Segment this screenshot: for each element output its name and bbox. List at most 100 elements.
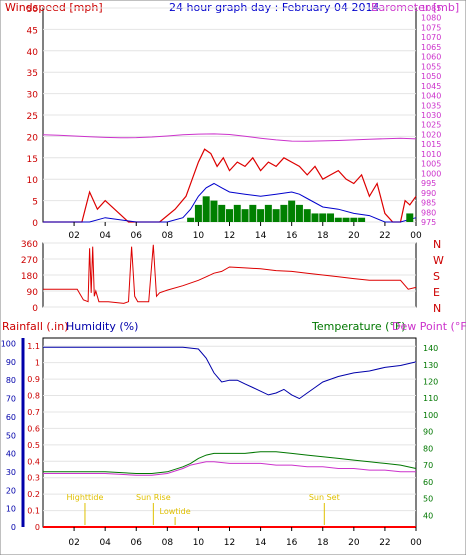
rainfall-tick-label: 0.7	[27, 408, 40, 417]
temperature-tick-label: 50	[423, 495, 433, 504]
humidity-line	[43, 346, 417, 400]
compass-label: S	[433, 270, 440, 283]
rainfall-tick-label: 1	[35, 359, 40, 368]
windspeed-tick-label: 45	[27, 26, 38, 36]
wind-bar	[249, 204, 257, 222]
temperature-tick-label: 70	[423, 461, 433, 470]
barometer-tick-label: 975	[421, 218, 436, 227]
wind-bar	[194, 204, 202, 222]
x-tick-label: 08	[162, 231, 174, 241]
x-tick-label: 20	[348, 538, 360, 548]
humidity-tick-label: 0	[11, 523, 16, 532]
humidity-tick-label: 80	[6, 376, 16, 385]
barometer-tick-label: 1025	[421, 121, 441, 130]
barometer-tick-label: 1080	[421, 14, 441, 23]
windspeed-tick-label: 40	[27, 48, 39, 58]
barometer-tick-label: 1085	[421, 4, 441, 13]
humidity-axis-label: Humidity (%)	[66, 320, 138, 333]
temperature-tick-label: 120	[423, 377, 438, 386]
x-tick-label: 10	[193, 231, 205, 241]
barometer-tick-label: 990	[421, 189, 436, 198]
wind-bar	[210, 200, 218, 222]
rainfall-tick-label: 0.6	[27, 424, 40, 433]
temperature-tick-label: 100	[423, 411, 438, 420]
barometer-tick-label: 1075	[421, 23, 441, 32]
wind-bar	[288, 200, 296, 222]
barometer-tick-label: 985	[421, 199, 436, 208]
wind-pressure-panel: Windspeed [mph] 24 hour graph day : Febr…	[5, 1, 459, 241]
x-tick-label: 14	[255, 538, 267, 548]
dewpoint-line	[43, 461, 416, 476]
windspeed-tick-label: 10	[27, 176, 39, 186]
temperature-line	[43, 451, 417, 474]
wind-bar	[264, 204, 272, 222]
x-tick-label: 00	[410, 231, 422, 241]
barometer-tick-label: 1060	[421, 53, 441, 62]
rainfall-tick-label: 0.8	[27, 392, 40, 401]
barometer-tick-label: 1045	[421, 82, 441, 91]
wind-bar	[272, 209, 280, 222]
humidity-tick-label: 20	[6, 486, 16, 495]
x-tick-label: 06	[131, 538, 143, 548]
barometer-tick-label: 1035	[421, 101, 441, 110]
wind-bar	[187, 217, 195, 222]
humidity-tick-label: 40	[6, 450, 16, 459]
temperature-tick-label: 40	[423, 511, 433, 520]
windspeed-tick-label: 20	[27, 133, 39, 143]
humidity-tick-label: 70	[6, 395, 16, 404]
wind-bar	[311, 213, 319, 222]
barometer-line	[42, 133, 417, 142]
wind-bar	[241, 209, 249, 222]
x-tick-label: 06	[131, 231, 143, 241]
compass-label: N	[433, 302, 441, 315]
annotation-label: Sun Rise	[136, 493, 171, 502]
barometer-tick-label: 995	[421, 179, 436, 188]
wind-bar	[342, 217, 350, 222]
wind-bar	[295, 204, 303, 222]
annotation-label: Highttide	[67, 493, 104, 502]
windspeed-tick-label: 5	[32, 198, 38, 208]
wind-bar	[327, 213, 335, 222]
x-tick-label: 04	[99, 538, 111, 548]
temperature-tick-label: 110	[423, 394, 438, 403]
direction-line	[43, 244, 417, 304]
humidity-tick-label: 30	[6, 468, 16, 477]
humidity-tick-label: 100	[1, 340, 16, 349]
x-tick-label: 22	[379, 538, 390, 548]
temperature-axis-label: Temperature (°F)	[311, 320, 406, 333]
x-tick-label: 00	[410, 538, 422, 548]
temperature-tick-label: 60	[423, 478, 433, 487]
x-tick-label: 16	[286, 538, 298, 548]
x-tick-label: 22	[379, 231, 390, 241]
temperature-tick-label: 130	[423, 361, 438, 370]
wind-bar	[257, 209, 265, 222]
rainfall-tick-label: 1.1	[27, 342, 40, 351]
rainfall-tick-label: 0.5	[27, 441, 40, 450]
dewpoint-axis-label: Dew Point (°F)	[392, 320, 466, 333]
windspeed-tick-label: 0	[32, 219, 38, 229]
humidity-tick-label: 50	[6, 431, 16, 440]
barometer-tick-label: 1065	[421, 43, 441, 52]
windspeed-tick-label: 25	[27, 112, 38, 122]
temperature-tick-label: 80	[423, 444, 433, 453]
direction-tick-label: 270	[21, 256, 38, 266]
rainfall-tick-label: 0.1	[27, 507, 40, 516]
direction-tick-label: 90	[27, 288, 39, 298]
wind-bar	[334, 217, 342, 222]
compass-label: N	[433, 238, 441, 251]
barometer-tick-label: 1020	[421, 130, 441, 139]
rainfall-tick-label: 0.4	[27, 457, 40, 466]
rainfall-tick-label: 0.2	[27, 490, 40, 499]
barometer-tick-label: 1050	[421, 72, 441, 81]
rainfall-tick-label: 0.3	[27, 474, 40, 483]
windspeed-tick-label: 35	[27, 69, 38, 79]
barometer-tick-label: 1070	[421, 33, 441, 42]
wind-bar	[350, 217, 358, 222]
humidity-tick-label: 60	[6, 413, 16, 422]
x-tick-label: 12	[224, 538, 235, 548]
rainfall-axis-label: Rainfall (.in)	[2, 320, 69, 333]
temperature-tick-label: 140	[423, 344, 438, 353]
annotation-label: Sun Set	[309, 493, 340, 502]
